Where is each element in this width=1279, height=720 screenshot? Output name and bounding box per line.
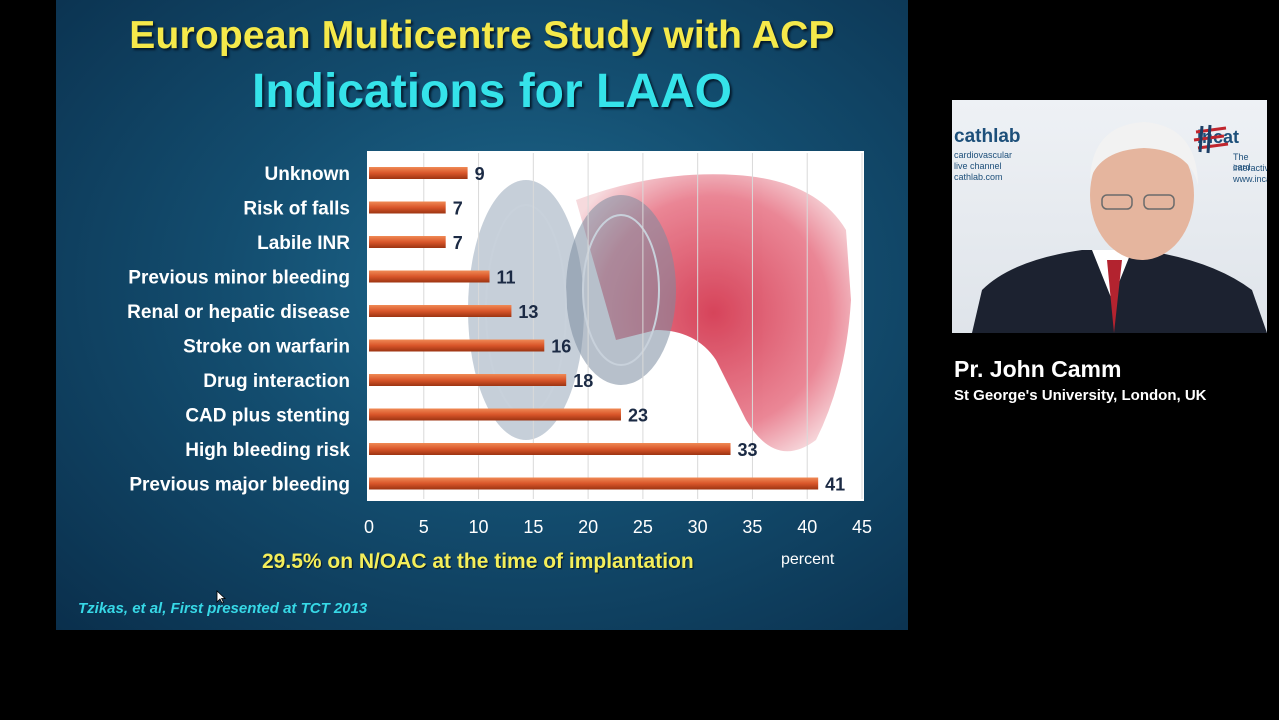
cathlab-logo: cathlab: [954, 126, 1021, 147]
category-label: Previous major bleeding: [129, 475, 350, 496]
incathlab-url: www.inca: [1233, 174, 1267, 184]
bar: [369, 477, 819, 490]
x-tick-label: 35: [742, 517, 762, 537]
bar-chart: Unknown 9 Risk of falls 7 Labile INR 7 Previou…: [127, 151, 872, 568]
incathlab-tagline-1: The card: [1233, 152, 1251, 172]
data-label: 7: [453, 199, 463, 219]
category-label: Renal or hepatic disease: [127, 302, 350, 323]
x-tick-label: 25: [633, 517, 653, 537]
category-label: Drug interaction: [203, 371, 350, 392]
speaker-figure: [972, 122, 1267, 333]
cathlab-tagline-2: live channel: [954, 161, 1002, 171]
x-tick-label: 10: [469, 517, 489, 537]
citation: Tzikas, et al, First presented at TCT 20…: [78, 600, 368, 617]
category-label: Risk of falls: [243, 199, 350, 220]
x-tick-label: 15: [523, 517, 543, 537]
category-label: Stroke on warfarin: [183, 337, 350, 358]
speaker-affiliation: St George's University, London, UK: [954, 387, 1207, 404]
data-label: 16: [551, 337, 571, 357]
bar: [369, 270, 490, 283]
incathlab-mark-icon: [1192, 122, 1232, 156]
slide: European Multicentre Study with ACP Indi…: [56, 0, 908, 630]
device-illustration: [468, 174, 851, 452]
bar: [369, 443, 731, 455]
slide-subtitle: Indications for LAAO: [252, 65, 732, 118]
data-label: 18: [573, 371, 593, 391]
data-label: 13: [518, 302, 538, 322]
incathlab-tagline-2: interactiv: [1233, 163, 1267, 173]
category-label: Labile INR: [257, 233, 350, 254]
speaker-name: Pr. John Camm: [954, 356, 1122, 382]
data-label: 7: [453, 233, 463, 253]
category-label: CAD plus stenting: [185, 406, 350, 427]
x-tick-label: 30: [688, 517, 708, 537]
bar: [369, 408, 621, 421]
x-tick-label: 5: [419, 517, 429, 537]
bar: [369, 167, 468, 179]
category-label: Unknown: [265, 164, 351, 185]
bar: [369, 201, 446, 214]
data-label: 11: [497, 268, 516, 288]
bar: [369, 374, 567, 386]
footnote: 29.5% on N/OAC at the time of implantati…: [262, 550, 694, 573]
data-label: 33: [738, 440, 758, 460]
data-label: 41: [825, 475, 845, 495]
x-tick-label: 45: [852, 517, 872, 537]
x-tick-label: 20: [578, 517, 598, 537]
slide-title: European Multicentre Study with ACP: [129, 14, 835, 57]
x-axis-label: percent: [781, 551, 835, 568]
cathlab-url: cathlab.com: [954, 172, 1003, 182]
speaker-video: cathlab cardiovascular live channel cath…: [952, 100, 1267, 333]
category-label: Previous minor bleeding: [128, 268, 350, 289]
x-tick-label: 0: [364, 517, 374, 537]
category-label: High bleeding risk: [185, 440, 350, 461]
cathlab-tagline-1: cardiovascular: [954, 150, 1013, 160]
data-label: 23: [628, 406, 648, 426]
x-tick-label: 40: [797, 517, 817, 537]
bar: [369, 305, 512, 317]
bar: [369, 236, 446, 248]
bar: [369, 339, 545, 352]
data-label: 9: [475, 164, 485, 184]
